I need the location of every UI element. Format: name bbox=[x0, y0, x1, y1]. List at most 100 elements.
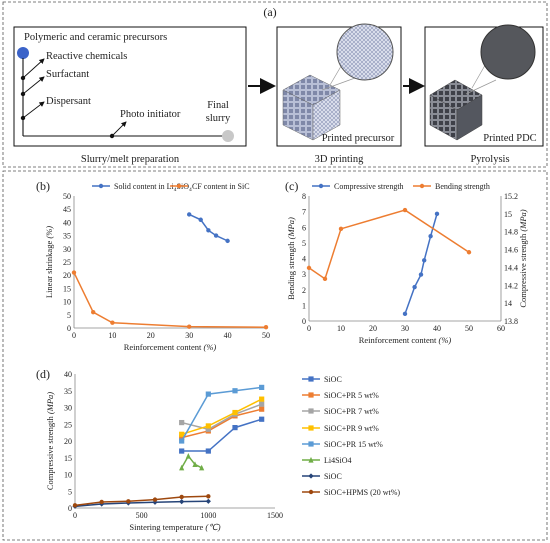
legend-entry: Compressive strength bbox=[334, 182, 404, 191]
data-point bbox=[71, 270, 77, 275]
legend-entry: SiOC+PR 7 wt% bbox=[324, 407, 379, 416]
x-tick-label: 30 bbox=[185, 331, 193, 340]
chart-b: (b) 0 10 20 30 40 50 0 5 10 15 20 25 30 35 40 45 50 Reinfo… bbox=[36, 179, 270, 352]
data-point bbox=[110, 320, 115, 325]
y-axis-label: Bending strength (MPa) bbox=[286, 217, 296, 300]
data-point bbox=[179, 438, 185, 444]
x-axis-label: Reinforcement content (%) bbox=[359, 335, 452, 345]
legend-swatch-marker bbox=[308, 425, 314, 431]
data-point bbox=[206, 228, 211, 233]
legend-swatch-marker bbox=[308, 473, 314, 479]
step-label-photo: Photo initiator bbox=[120, 109, 181, 120]
y2-tick-label: 13.8 bbox=[504, 317, 518, 326]
series-line bbox=[181, 408, 262, 439]
legend-swatch-marker bbox=[308, 376, 314, 382]
y-tick-label: 3 bbox=[302, 270, 306, 279]
printed-precursor-label: Printed precursor bbox=[322, 133, 395, 144]
y2-tick-label: 15.2 bbox=[504, 192, 518, 201]
data-point bbox=[466, 250, 472, 255]
x-tick-label: 20 bbox=[147, 331, 155, 340]
legend-entry: SiOC+PR 5 wt% bbox=[324, 391, 379, 400]
data-point bbox=[179, 448, 185, 454]
series-line bbox=[74, 495, 209, 507]
caption-prep: Slurry/melt preparation bbox=[81, 154, 180, 165]
series-line bbox=[404, 213, 438, 315]
data-point bbox=[259, 384, 265, 390]
x-tick-label: 20 bbox=[369, 324, 377, 333]
y-tick-label: 0 bbox=[302, 317, 306, 326]
y-tick-label: 15 bbox=[63, 284, 71, 293]
step-label-dispersant: Dispersant bbox=[46, 96, 91, 107]
final-label-2: slurry bbox=[206, 113, 231, 124]
data-point bbox=[126, 499, 131, 504]
step-arrow-reactive bbox=[22, 58, 45, 79]
y-tick-label: 50 bbox=[63, 192, 71, 201]
y-tick-label: 0 bbox=[67, 324, 71, 333]
y-tick-label: 25 bbox=[64, 420, 72, 429]
data-point bbox=[179, 464, 185, 471]
data-point bbox=[213, 233, 219, 238]
series-line bbox=[181, 418, 262, 452]
series-line bbox=[74, 500, 209, 508]
data-point bbox=[99, 499, 104, 505]
legend-entry: Li4SiO4 bbox=[324, 456, 352, 465]
data-point bbox=[259, 401, 265, 407]
data-point bbox=[259, 416, 265, 422]
y-tick-label: 35 bbox=[64, 387, 72, 396]
y-axis-label: Compressive strength (MPa) bbox=[45, 392, 55, 490]
data-point bbox=[187, 324, 192, 329]
y-tick-label: 5 bbox=[68, 487, 72, 496]
data-point bbox=[232, 388, 238, 394]
printed-pdc-label: Printed PDC bbox=[483, 133, 536, 144]
y-tick-label: 8 bbox=[302, 192, 306, 201]
y-tick-label: 30 bbox=[64, 404, 72, 413]
x-tick-label: 1500 bbox=[267, 511, 283, 520]
legend-entry: SiOC+PR 9 wt% bbox=[324, 424, 379, 433]
y-tick-label: 35 bbox=[63, 232, 71, 241]
step-label-surfactant: Surfactant bbox=[46, 69, 89, 80]
y-tick-label: 6 bbox=[302, 223, 306, 232]
step-arrow-surfactant bbox=[22, 76, 45, 95]
y2-tick-label: 14.8 bbox=[504, 228, 518, 237]
series-line bbox=[181, 454, 203, 469]
y-tick-label: 25 bbox=[63, 258, 71, 267]
data-point bbox=[205, 448, 211, 454]
panel-a-label: (a) bbox=[263, 5, 276, 19]
data-point bbox=[428, 233, 433, 239]
step-label-reactive: Reactive chemicals bbox=[46, 51, 127, 62]
y-tick-label: 0 bbox=[68, 504, 72, 513]
data-point bbox=[198, 217, 203, 222]
x-tick-label: 60 bbox=[497, 324, 505, 333]
panel-a-frame bbox=[2, 1, 548, 168]
y-tick-label: 40 bbox=[64, 370, 72, 379]
data-point bbox=[91, 309, 96, 315]
y-tick-label: 4 bbox=[302, 255, 306, 264]
data-point bbox=[225, 238, 230, 244]
legend-swatch-marker bbox=[98, 183, 104, 189]
y2-tick-label: 14.4 bbox=[504, 263, 518, 272]
y-axis-label: Linear shrinkage (%) bbox=[44, 226, 54, 298]
data-point bbox=[179, 419, 185, 426]
legend-entry: SiOC+PR 15 wt% bbox=[324, 440, 383, 449]
y-tick-label: 40 bbox=[63, 218, 71, 227]
legend-swatch-marker bbox=[419, 183, 425, 189]
legend-swatch-marker bbox=[176, 183, 182, 189]
legend-swatch-marker bbox=[308, 456, 314, 463]
data-point bbox=[206, 494, 211, 499]
data-point bbox=[263, 325, 269, 330]
data-point bbox=[179, 494, 184, 500]
x-tick-label: 40 bbox=[433, 324, 441, 333]
x-tick-label: 10 bbox=[337, 324, 345, 333]
y-tick-label: 10 bbox=[63, 298, 71, 307]
series-line bbox=[181, 386, 262, 442]
data-point bbox=[179, 435, 185, 441]
prep-box bbox=[13, 26, 247, 147]
data-point bbox=[205, 391, 211, 397]
legend-entry: SiOC bbox=[324, 375, 342, 384]
y-tick-label: 5 bbox=[302, 239, 306, 248]
y2-axis-label: Compressive strength (MPa) bbox=[518, 209, 528, 307]
x-tick-label: 30 bbox=[401, 324, 409, 333]
data-point bbox=[192, 461, 198, 468]
y2-tick-label: 14 bbox=[504, 299, 512, 308]
